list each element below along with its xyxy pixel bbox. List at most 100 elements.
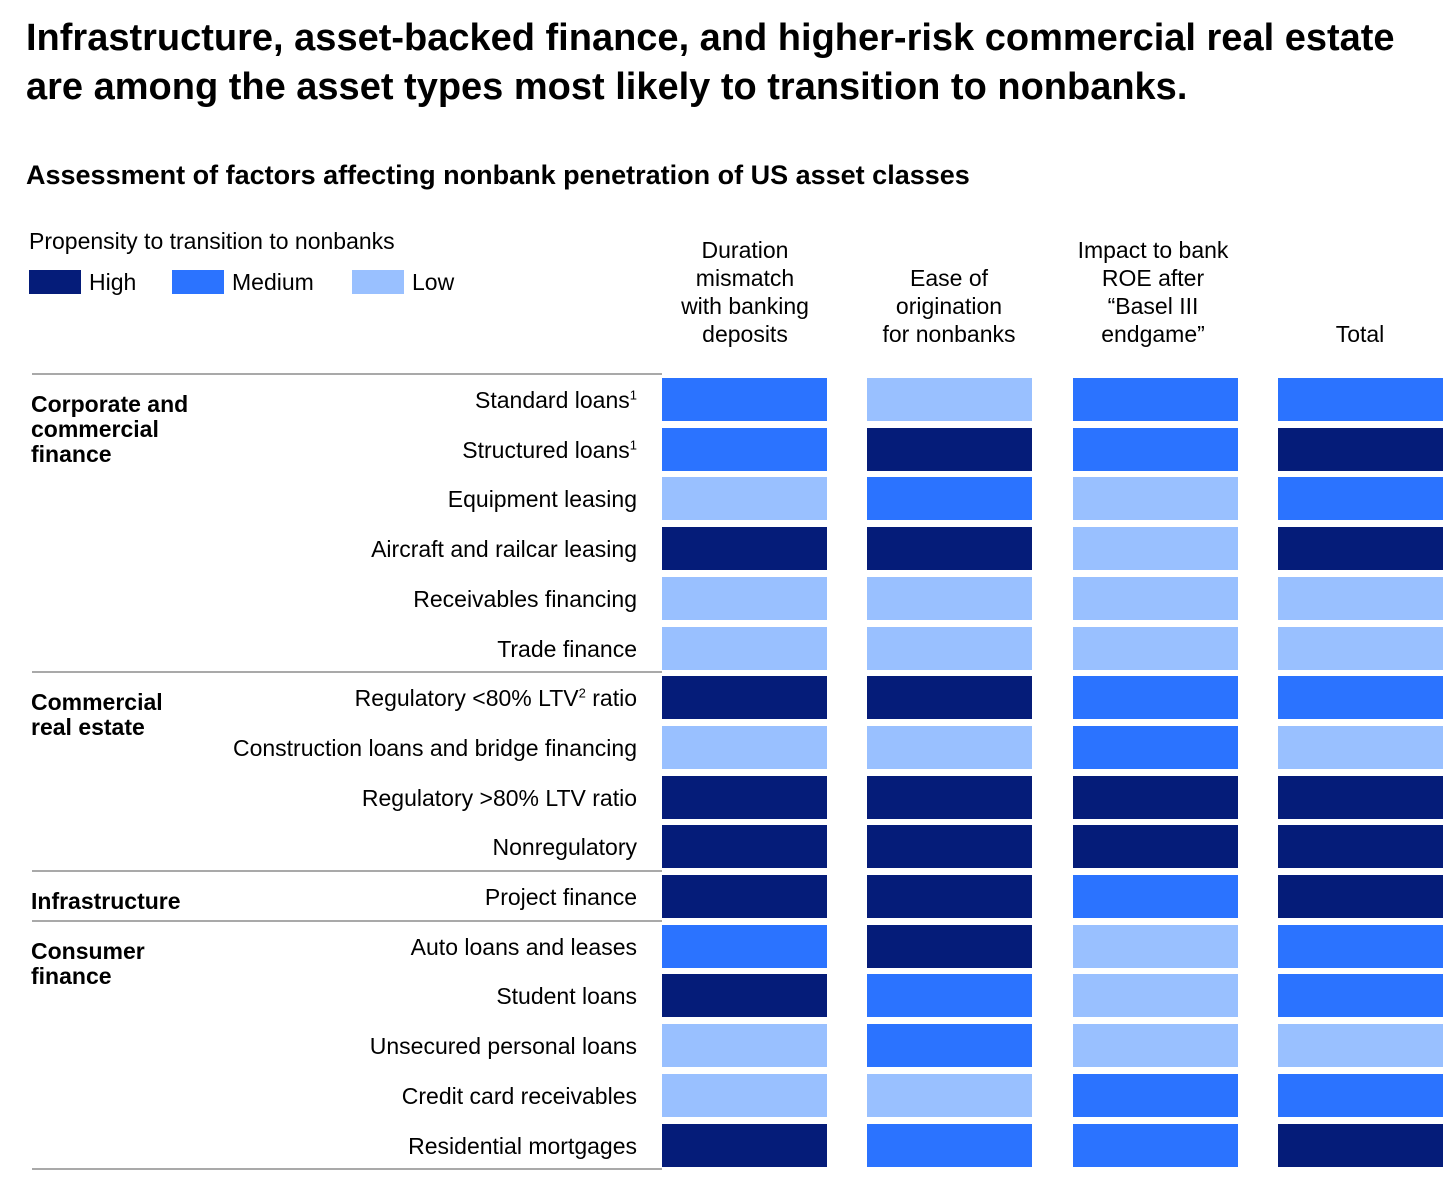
heatmap-cell: [1278, 626, 1443, 670]
row-label-text: Auto loans and leases: [410, 933, 637, 960]
row-label-text: Receivables financing: [413, 585, 637, 612]
chart-subtitle: Assessment of factors affecting nonbank …: [26, 160, 970, 190]
group-label-line: finance: [31, 962, 112, 989]
row-label: Aircraft and railcar leasing: [371, 535, 637, 563]
row-label-text: Regulatory >80% LTV ratio: [361, 784, 637, 811]
heatmap-cell: [662, 875, 827, 918]
column-header-line: Total: [1335, 321, 1385, 347]
heatmap-cell: [867, 825, 1032, 869]
row-label: Nonregulatory: [493, 833, 637, 861]
row-label-text: Student loans: [496, 983, 637, 1010]
column-header: Total: [1260, 232, 1456, 348]
heatmap-cell: [1073, 1073, 1238, 1117]
divider-line: [32, 1168, 662, 1171]
row-label: Unsecured personal loans: [370, 1032, 637, 1060]
row-label: Receivables financing: [413, 585, 637, 613]
group-label-line: real estate: [31, 714, 145, 741]
column-header-line: deposits: [702, 321, 788, 347]
row-label-text: Project finance: [484, 884, 637, 910]
group-label-line: commercial: [31, 416, 159, 442]
heatmap-cell: [867, 974, 1032, 1018]
heatmap-cell: [1073, 924, 1238, 968]
heatmap-cell: [1278, 725, 1443, 769]
heatmap-cell: [1073, 626, 1238, 670]
heatmap-cell: [1278, 378, 1443, 421]
heatmap-cell: [1278, 974, 1443, 1018]
row-label-text: Unsecured personal loans: [369, 1033, 637, 1060]
heatmap-cell: [1278, 825, 1443, 869]
heatmap-cell: [1073, 676, 1238, 720]
row-label: Project finance: [485, 883, 637, 911]
heatmap-cell: [1073, 477, 1238, 521]
heatmap-cell: [1278, 1123, 1443, 1167]
column-header-line: with banking: [681, 293, 809, 319]
heatmap-cell: [1278, 924, 1443, 968]
heatmap-cell: [867, 676, 1032, 720]
heatmap-cell: [662, 477, 827, 521]
column-header-line: Ease of: [910, 265, 988, 291]
row-label: Regulatory <80% LTV2 ratio: [355, 684, 637, 712]
heatmap-cell: [662, 527, 827, 571]
heatmap-cell: [662, 775, 827, 819]
row-label: Regulatory >80% LTV ratio: [362, 784, 637, 812]
row-label: Auto loans and leases: [411, 933, 637, 961]
heatmap-cell: [867, 725, 1032, 769]
footnote-marker: 1: [629, 437, 637, 453]
row-label-text: Nonregulatory: [492, 834, 637, 861]
legend-label-low: Low: [412, 268, 455, 295]
group-label: Consumer finance: [31, 938, 145, 989]
row-label-text: Construction loans and bridge financing: [232, 734, 637, 761]
row-label: Standard loans1: [475, 386, 637, 414]
legend-swatch-high: [29, 270, 81, 294]
heatmap-cell: [867, 924, 1032, 968]
heatmap-cell: [1073, 974, 1238, 1018]
legend-item-low: Low: [352, 268, 454, 296]
heatmap-cell: [662, 626, 827, 670]
group-label: Infrastructure: [31, 889, 181, 914]
group-label: Commercial real estate: [31, 690, 163, 740]
legend-item-high: High: [29, 268, 136, 296]
heatmap-cell: [662, 427, 827, 471]
group-label-line: Corporate and: [31, 391, 189, 417]
heatmap-cell: [867, 1024, 1032, 1068]
heatmap-cell: [1073, 825, 1238, 869]
chart-title: Infrastructure, asset-backed finance, an…: [26, 17, 1395, 108]
heatmap-cell: [867, 427, 1032, 471]
row-label-text: Credit card receivables: [401, 1082, 637, 1109]
divider-line: [32, 671, 662, 674]
row-label-text-suffix: ratio: [585, 685, 637, 712]
heatmap-cell: [1073, 1123, 1238, 1167]
legend-swatch-low: [352, 270, 404, 294]
column-header-line: origination: [895, 293, 1003, 319]
heatmap-cell: [662, 924, 827, 968]
row-label: Trade finance: [497, 635, 637, 663]
heatmap-cell: [662, 378, 827, 421]
heatmap-cell: [1278, 477, 1443, 521]
row-label-text: Aircraft and railcar leasing: [371, 536, 637, 563]
column-header: Ease of origination for nonbanks: [849, 232, 1049, 348]
heatmap-cell: [1073, 527, 1238, 571]
heatmap-cell: [1073, 725, 1238, 769]
heatmap-cell: [1278, 427, 1443, 471]
heatmap-cell: [1073, 875, 1238, 918]
footnote-marker: 1: [629, 387, 637, 403]
column-header-line: mismatch: [695, 265, 795, 291]
heatmap-cell: [662, 725, 827, 769]
heatmap-cell: [1278, 1073, 1443, 1117]
row-label-text: Equipment leasing: [447, 486, 637, 513]
row-label-text: Residential mortgages: [408, 1132, 637, 1159]
heatmap-cell: [867, 1073, 1032, 1117]
heatmap-cell: [662, 825, 827, 869]
heatmap-cell: [1073, 378, 1238, 421]
heatmap-cell: [867, 576, 1032, 620]
footnote-marker: 2: [578, 685, 586, 701]
heatmap-cell: [1073, 576, 1238, 620]
heatmap-cell: [867, 875, 1032, 918]
column-header: Duration mismatch with banking deposits: [645, 232, 845, 348]
legend-label-high: High: [89, 268, 137, 295]
divider-line: [32, 373, 662, 375]
group-label-line: Infrastructure: [31, 888, 181, 914]
heatmap-cell: [662, 1024, 827, 1068]
legend-swatch-medium: [172, 270, 224, 294]
heatmap-cell: [1278, 1024, 1443, 1068]
